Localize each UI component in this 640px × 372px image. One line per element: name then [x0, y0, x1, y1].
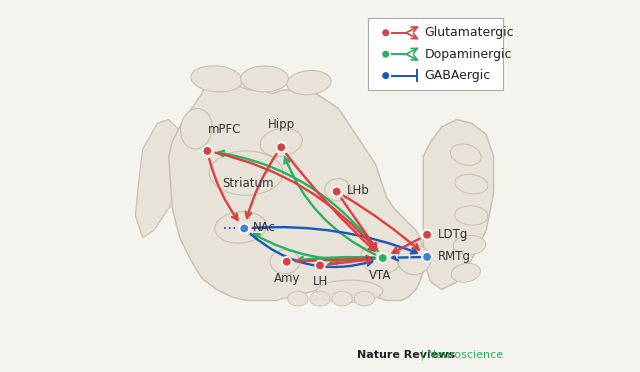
- Circle shape: [381, 29, 390, 37]
- Ellipse shape: [215, 212, 266, 243]
- Circle shape: [422, 230, 432, 240]
- Ellipse shape: [451, 144, 481, 165]
- Ellipse shape: [241, 66, 289, 92]
- Ellipse shape: [316, 280, 383, 302]
- Circle shape: [381, 50, 390, 58]
- Polygon shape: [168, 83, 424, 301]
- Polygon shape: [424, 119, 493, 289]
- Text: mPFC: mPFC: [207, 123, 241, 136]
- Circle shape: [239, 224, 249, 233]
- Text: | Neuroscience: | Neuroscience: [417, 350, 503, 360]
- Circle shape: [316, 260, 324, 270]
- Ellipse shape: [270, 250, 300, 274]
- Circle shape: [378, 253, 388, 263]
- Text: Dopaminergic: Dopaminergic: [424, 48, 512, 61]
- Ellipse shape: [332, 291, 352, 306]
- Text: NAc: NAc: [253, 221, 276, 234]
- Text: LH: LH: [312, 275, 328, 288]
- Ellipse shape: [451, 263, 481, 282]
- Text: Nature Reviews: Nature Reviews: [357, 350, 455, 360]
- Ellipse shape: [397, 245, 431, 275]
- Ellipse shape: [287, 71, 331, 95]
- Circle shape: [381, 71, 390, 80]
- Text: LHb: LHb: [347, 184, 369, 197]
- Ellipse shape: [455, 174, 488, 194]
- Polygon shape: [136, 119, 184, 238]
- Circle shape: [422, 252, 432, 262]
- Circle shape: [276, 142, 286, 152]
- Text: Hipp: Hipp: [268, 118, 295, 131]
- Circle shape: [282, 257, 292, 266]
- Text: RMTg: RMTg: [437, 250, 470, 263]
- Text: Glutamatergic: Glutamatergic: [424, 26, 514, 39]
- Ellipse shape: [209, 151, 283, 195]
- Text: Amy: Amy: [273, 272, 300, 285]
- Ellipse shape: [354, 291, 374, 306]
- Ellipse shape: [361, 242, 401, 274]
- Ellipse shape: [310, 291, 330, 306]
- Text: LDTg: LDTg: [437, 228, 468, 241]
- Ellipse shape: [453, 235, 486, 255]
- Circle shape: [332, 187, 341, 196]
- Ellipse shape: [180, 109, 212, 149]
- Ellipse shape: [260, 128, 302, 157]
- Ellipse shape: [324, 179, 351, 201]
- Ellipse shape: [455, 206, 488, 225]
- Text: VTA: VTA: [369, 269, 391, 282]
- Text: GABAergic: GABAergic: [424, 69, 491, 82]
- Text: Striatum: Striatum: [222, 177, 274, 190]
- Ellipse shape: [191, 66, 243, 92]
- Circle shape: [203, 146, 212, 156]
- Ellipse shape: [288, 291, 308, 306]
- FancyBboxPatch shape: [368, 18, 503, 90]
